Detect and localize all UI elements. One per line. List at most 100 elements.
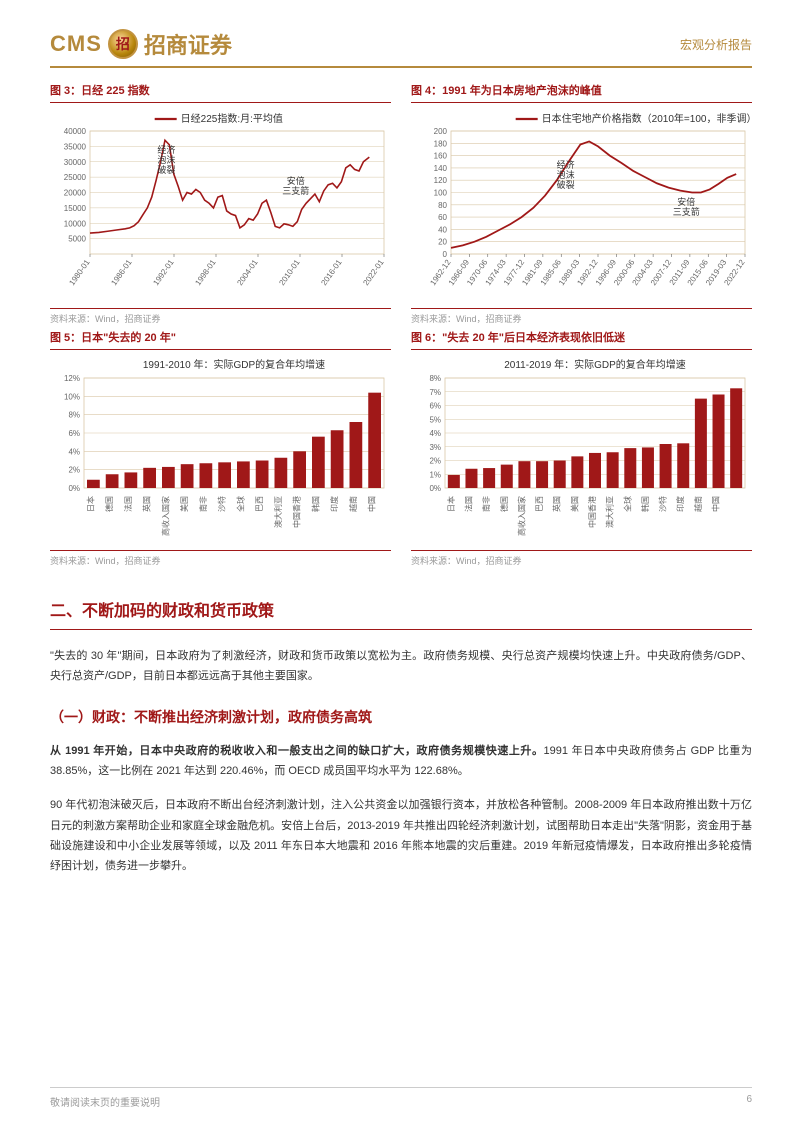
svg-text:6%: 6%	[68, 429, 80, 438]
page-footer: 敬请阅读末页的重要说明 6	[50, 1087, 752, 1109]
svg-text:0%: 0%	[429, 484, 441, 493]
svg-text:20: 20	[438, 238, 447, 247]
svg-text:180: 180	[434, 139, 448, 148]
svg-text:中国香港: 中国香港	[587, 496, 597, 528]
svg-text:1980-01: 1980-01	[67, 258, 92, 288]
svg-text:韩国: 韩国	[640, 496, 650, 512]
svg-text:越南: 越南	[693, 496, 703, 512]
svg-text:中国: 中国	[367, 496, 377, 512]
svg-text:安倍: 安倍	[677, 196, 695, 207]
svg-text:30000: 30000	[64, 158, 87, 167]
svg-text:中国: 中国	[711, 496, 721, 512]
svg-text:法国: 法国	[123, 496, 133, 512]
chart-fig4-source: 资料来源：Wind，招商证券	[411, 308, 752, 325]
svg-text:三支箭: 三支箭	[673, 206, 700, 217]
footer-disclaimer: 敬请阅读末页的重要说明	[50, 1094, 160, 1109]
para-2: 从 1991 年开始，日本中央政府的税收收入和一般支出之间的缺口扩大，政府债务规…	[50, 741, 752, 782]
svg-text:印度: 印度	[329, 496, 339, 512]
section-heading-2: 二、不断加码的财政和货币政策	[50, 597, 752, 630]
svg-text:5%: 5%	[429, 415, 441, 424]
chart-fig4-canvas: 0204060801001201401601802001962-121966-0…	[411, 109, 752, 304]
svg-text:6%: 6%	[429, 402, 441, 411]
svg-text:8%: 8%	[429, 374, 441, 383]
logo-cn-text: 招商证券	[144, 28, 232, 60]
svg-text:1992-01: 1992-01	[151, 258, 176, 288]
svg-text:巴西: 巴西	[535, 496, 544, 512]
svg-text:200: 200	[434, 127, 448, 136]
svg-text:澳大利亚: 澳大利亚	[273, 496, 283, 528]
logo-cms-text: CMS	[50, 31, 102, 57]
svg-text:40: 40	[438, 225, 447, 234]
svg-text:日经225指数:月:平均值: 日经225指数:月:平均值	[181, 112, 283, 125]
svg-text:全球: 全球	[235, 496, 245, 512]
svg-text:日本: 日本	[446, 496, 456, 512]
svg-text:巴西: 巴西	[255, 496, 264, 512]
svg-text:英国: 英国	[142, 496, 152, 512]
svg-text:2016-01: 2016-01	[319, 258, 344, 288]
subsection-heading-2-1: （一）财政：不断推出经济刺激计划，政府债务高筑	[50, 707, 752, 727]
svg-text:15000: 15000	[64, 204, 87, 213]
svg-text:泡沫: 泡沫	[557, 169, 575, 180]
svg-text:2010-01: 2010-01	[277, 258, 302, 288]
chart-fig6: 图 6："失去 20 年"后日本经济表现依旧低迷 0%1%2%3%4%5%6%7…	[411, 329, 752, 567]
svg-text:安倍: 安倍	[287, 175, 305, 186]
chart-fig5-title: 图 5：日本"失去的 20 年"	[50, 329, 391, 350]
svg-text:1986-01: 1986-01	[109, 258, 134, 288]
chart-fig3-source: 资料来源：Wind，招商证券	[50, 308, 391, 325]
para-2-bold: 从 1991 年开始，日本中央政府的税收收入和一般支出之间的缺口扩大，政府债务规…	[50, 745, 544, 757]
svg-text:高收入国家: 高收入国家	[160, 496, 170, 536]
chart-fig5-source: 资料来源：Wind，招商证券	[50, 550, 391, 567]
svg-text:法国: 法国	[463, 496, 473, 512]
svg-text:印度: 印度	[675, 496, 685, 512]
svg-text:25000: 25000	[64, 173, 87, 182]
page-header: CMS 招 招商证券 宏观分析报告	[50, 0, 752, 68]
svg-text:2022-01: 2022-01	[361, 258, 386, 288]
svg-text:经济: 经济	[557, 159, 575, 170]
svg-text:韩国: 韩国	[310, 496, 320, 512]
svg-text:中国香港: 中国香港	[292, 496, 302, 528]
svg-text:澳大利亚: 澳大利亚	[605, 496, 615, 528]
svg-text:2004-01: 2004-01	[235, 258, 260, 288]
svg-text:160: 160	[434, 152, 448, 161]
svg-text:德国: 德国	[499, 496, 509, 512]
para-3: 90 年代初泡沫破灭后，日本政府不断出台经济刺激计划，注入公共资金以加强银行资本…	[50, 795, 752, 876]
svg-text:140: 140	[434, 164, 448, 173]
svg-text:日本住宅地产价格指数（2010年=100，非季调）: 日本住宅地产价格指数（2010年=100，非季调）	[542, 112, 751, 125]
svg-text:三支箭: 三支箭	[282, 185, 309, 196]
svg-text:1%: 1%	[429, 470, 441, 479]
svg-text:0%: 0%	[68, 484, 80, 493]
svg-text:40000: 40000	[64, 127, 87, 136]
chart-fig5-canvas: 0%2%4%6%8%10%12%日本德国法国英国高收入国家美国南非沙特全球巴西澳…	[50, 356, 391, 546]
svg-text:0: 0	[443, 250, 448, 259]
report-type-label: 宏观分析报告	[680, 36, 752, 53]
svg-text:德国: 德国	[104, 496, 114, 512]
svg-text:4%: 4%	[68, 447, 80, 456]
svg-text:7%: 7%	[429, 388, 441, 397]
svg-text:60: 60	[438, 213, 447, 222]
svg-text:破裂: 破裂	[157, 164, 175, 175]
chart-fig6-canvas: 0%1%2%3%4%5%6%7%8%日本法国南非德国高收入国家巴西英国美国中国香…	[411, 356, 752, 546]
svg-text:35000: 35000	[64, 142, 87, 151]
chart-fig5: 图 5：日本"失去的 20 年" 0%2%4%6%8%10%12%日本德国法国英…	[50, 329, 391, 567]
svg-text:泡沫: 泡沫	[157, 154, 175, 165]
svg-text:2%: 2%	[68, 466, 80, 475]
svg-text:英国: 英国	[552, 496, 562, 512]
chart-fig4: 图 4：1991 年为日本房地产泡沫的峰值 020406080100120140…	[411, 82, 752, 325]
svg-text:2011-2019 年：实际GDP的复合年均增速: 2011-2019 年：实际GDP的复合年均增速	[504, 358, 686, 371]
svg-text:4%: 4%	[429, 429, 441, 438]
svg-text:10000: 10000	[64, 219, 87, 228]
logo-block: CMS 招 招商证券	[50, 28, 232, 60]
logo-circle-icon: 招	[108, 29, 138, 59]
svg-text:100: 100	[434, 189, 448, 198]
svg-text:2%: 2%	[429, 457, 441, 466]
chart-fig6-title: 图 6："失去 20 年"后日本经济表现依旧低迷	[411, 329, 752, 350]
svg-text:美国: 美国	[569, 496, 579, 512]
chart-fig6-source: 资料来源：Wind，招商证券	[411, 550, 752, 567]
svg-text:高收入国家: 高收入国家	[516, 496, 526, 536]
chart-fig3: 图 3：日经 225 指数 50001000015000200002500030…	[50, 82, 391, 325]
chart-fig3-canvas: 5000100001500020000250003000035000400001…	[50, 109, 391, 304]
svg-text:日本: 日本	[85, 496, 95, 512]
svg-text:8%: 8%	[68, 411, 80, 420]
svg-text:1998-01: 1998-01	[193, 258, 218, 288]
svg-text:经济: 经济	[157, 144, 175, 155]
